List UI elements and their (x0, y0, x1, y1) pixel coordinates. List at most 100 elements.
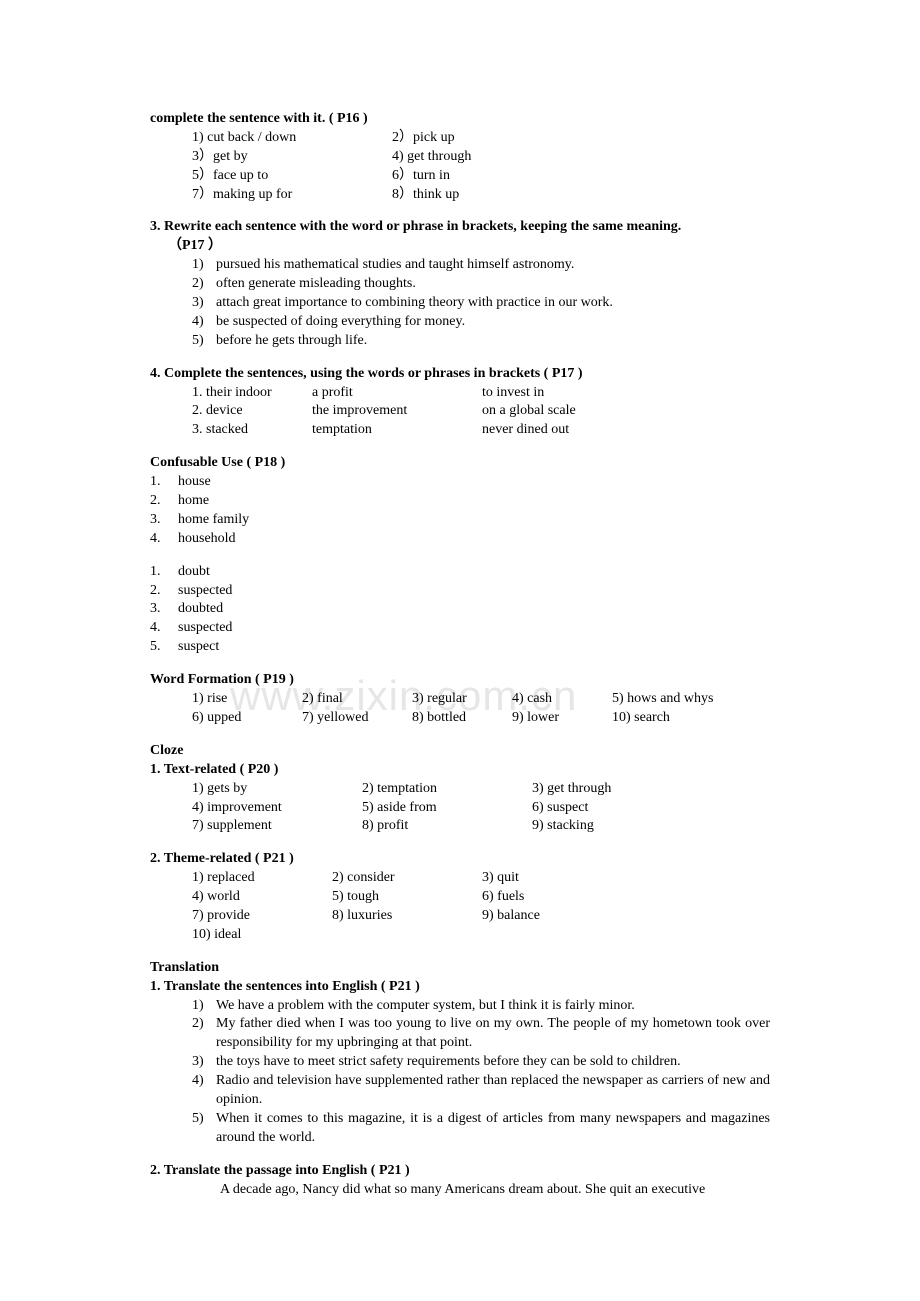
s6-r2c1: 8) profit (362, 817, 532, 836)
s4b-num-3: 3. (150, 600, 178, 619)
s1-r2c0: 5）face up to (192, 167, 392, 186)
s4b-item-4: suspected (178, 619, 232, 638)
s9-para: A decade ago, Nancy did what so many Ame… (192, 1181, 770, 1200)
heading-s2-line2: （P17 ） (150, 237, 770, 256)
section-complete-brackets: 4. Complete the sentences, using the wor… (150, 365, 770, 441)
s5-r1c3: 9) lower (512, 709, 612, 728)
s2-num-3: 3) (192, 294, 216, 313)
s7-r1c2: 6) fuels (482, 888, 602, 907)
s7-r2c2: 9) balance (482, 907, 602, 926)
s6-r0c1: 2) temptation (362, 780, 532, 799)
s8-item-5: When it comes to this magazine, it is a … (216, 1110, 770, 1148)
heading-s9: 2. Translate the passage into English ( … (150, 1162, 770, 1181)
s6-r0c0: 1) gets by (192, 780, 362, 799)
s3-r1c2: on a global scale (482, 402, 682, 421)
s1-r0c0: 1) cut back / down (192, 129, 392, 148)
s8-num-5: 5) (192, 1110, 216, 1148)
s4b-num-4: 4. (150, 619, 178, 638)
s8-item-4: Radio and television have supplemented r… (216, 1072, 770, 1110)
section-confusable: Confusable Use ( P18 ) 1.house 2.home 3.… (150, 454, 770, 657)
s3-r0c0: 1. their indoor (192, 384, 312, 403)
s3-r2c2: never dined out (482, 421, 682, 440)
section-translate-passage: 2. Translate the passage into English ( … (150, 1162, 770, 1200)
heading-s3: 4. Complete the sentences, using the wor… (150, 365, 770, 384)
s4a-item-3: home family (178, 511, 249, 530)
s6-r1c1: 5) aside from (362, 799, 532, 818)
s1-r1c1: 4) get through (392, 148, 572, 167)
section-complete-sentence: complete the sentence with it. ( P16 ) 1… (150, 110, 770, 204)
section-text-related: 1. Text-related ( P20 ) 1) gets by2) tem… (150, 761, 770, 837)
s2-num-4: 4) (192, 313, 216, 332)
s2-item-4: be suspected of doing everything for mon… (216, 313, 770, 332)
s4a-item-2: home (178, 492, 209, 511)
s1-r3c0: 7）making up for (192, 186, 392, 205)
s2-item-1: pursued his mathematical studies and tau… (216, 256, 770, 275)
heading-s7: 2. Theme-related ( P21 ) (150, 850, 770, 869)
s4a-num-1: 1. (150, 473, 178, 492)
heading-s4: Confusable Use ( P18 ) (150, 454, 770, 473)
s4b-num-1: 1. (150, 563, 178, 582)
section-theme-related: 2. Theme-related ( P21 ) 1) replaced2) c… (150, 850, 770, 944)
s7-r0c1: 2) consider (332, 869, 482, 888)
s6-r2c0: 7) supplement (192, 817, 362, 836)
s5-r0c0: 1) rise (192, 690, 302, 709)
s6-r2c2: 9) stacking (532, 817, 682, 836)
s4a-num-4: 4. (150, 530, 178, 549)
heading-s8: 1. Translate the sentences into English … (150, 978, 770, 997)
s8-num-2: 2) (192, 1015, 216, 1053)
s1-r0c1: 2）pick up (392, 129, 572, 148)
s2-item-3: attach great importance to combining the… (216, 294, 770, 313)
s7-r2c1: 8) luxuries (332, 907, 482, 926)
s4b-num-5: 5. (150, 638, 178, 657)
s3-r2c0: 3. stacked (192, 421, 312, 440)
s5-r1c0: 6) upped (192, 709, 302, 728)
heading-s2-line1: 3. Rewrite each sentence with the word o… (150, 218, 770, 237)
section-word-formation: Word Formation ( P19 ) 1) rise2) final3)… (150, 671, 770, 728)
s7-r1c0: 4) world (192, 888, 332, 907)
s5-r0c3: 4) cash (512, 690, 612, 709)
s3-r0c1: a profit (312, 384, 482, 403)
s5-r0c2: 3) regular (412, 690, 512, 709)
s8-item-3: the toys have to meet strict safety requ… (216, 1053, 770, 1072)
heading-s1: complete the sentence with it. ( P16 ) (150, 110, 770, 129)
s6-r0c2: 3) get through (532, 780, 682, 799)
s2-item-2: often generate misleading thoughts. (216, 275, 770, 294)
s4a-num-2: 2. (150, 492, 178, 511)
s7-r0c0: 1) replaced (192, 869, 332, 888)
s6-r1c0: 4) improvement (192, 799, 362, 818)
s4b-item-2: suspected (178, 582, 232, 601)
s5-r1c1: 7) yellowed (302, 709, 412, 728)
s4b-item-5: suspect (178, 638, 219, 657)
s5-r0c4: 5) hows and whys (612, 690, 752, 709)
s2-num-1: 1) (192, 256, 216, 275)
s2-item-5: before he gets through life. (216, 332, 770, 351)
s1-r3c1: 8）think up (392, 186, 572, 205)
s3-r2c1: temptation (312, 421, 482, 440)
s4b-num-2: 2. (150, 582, 178, 601)
s7-r2c0: 7) provide (192, 907, 332, 926)
s8-num-4: 4) (192, 1072, 216, 1110)
section-rewrite: 3. Rewrite each sentence with the word o… (150, 218, 770, 350)
s4a-num-3: 3. (150, 511, 178, 530)
s3-r0c2: to invest in (482, 384, 682, 403)
s6-r1c2: 6) suspect (532, 799, 682, 818)
s8-item-2: My father died when I was too young to l… (216, 1015, 770, 1053)
heading-s5: Word Formation ( P19 ) (150, 671, 770, 690)
section-translate-sentences: 1. Translate the sentences into English … (150, 978, 770, 1148)
s8-item-1: We have a problem with the computer syst… (216, 997, 770, 1016)
s8-num-3: 3) (192, 1053, 216, 1072)
heading-cloze: Cloze (150, 742, 770, 761)
s1-r1c0: 3）get by (192, 148, 392, 167)
s7-r3c1 (332, 926, 482, 945)
s4a-item-1: house (178, 473, 211, 492)
heading-s6: 1. Text-related ( P20 ) (150, 761, 770, 780)
s8-num-1: 1) (192, 997, 216, 1016)
heading-translation: Translation (150, 959, 770, 978)
s5-r0c1: 2) final (302, 690, 412, 709)
s3-r1c1: the improvement (312, 402, 482, 421)
page-content: complete the sentence with it. ( P16 ) 1… (150, 110, 770, 1199)
s3-r1c0: 2. device (192, 402, 312, 421)
s5-r1c2: 8) bottled (412, 709, 512, 728)
s7-r1c1: 5) tough (332, 888, 482, 907)
s2-num-5: 5) (192, 332, 216, 351)
